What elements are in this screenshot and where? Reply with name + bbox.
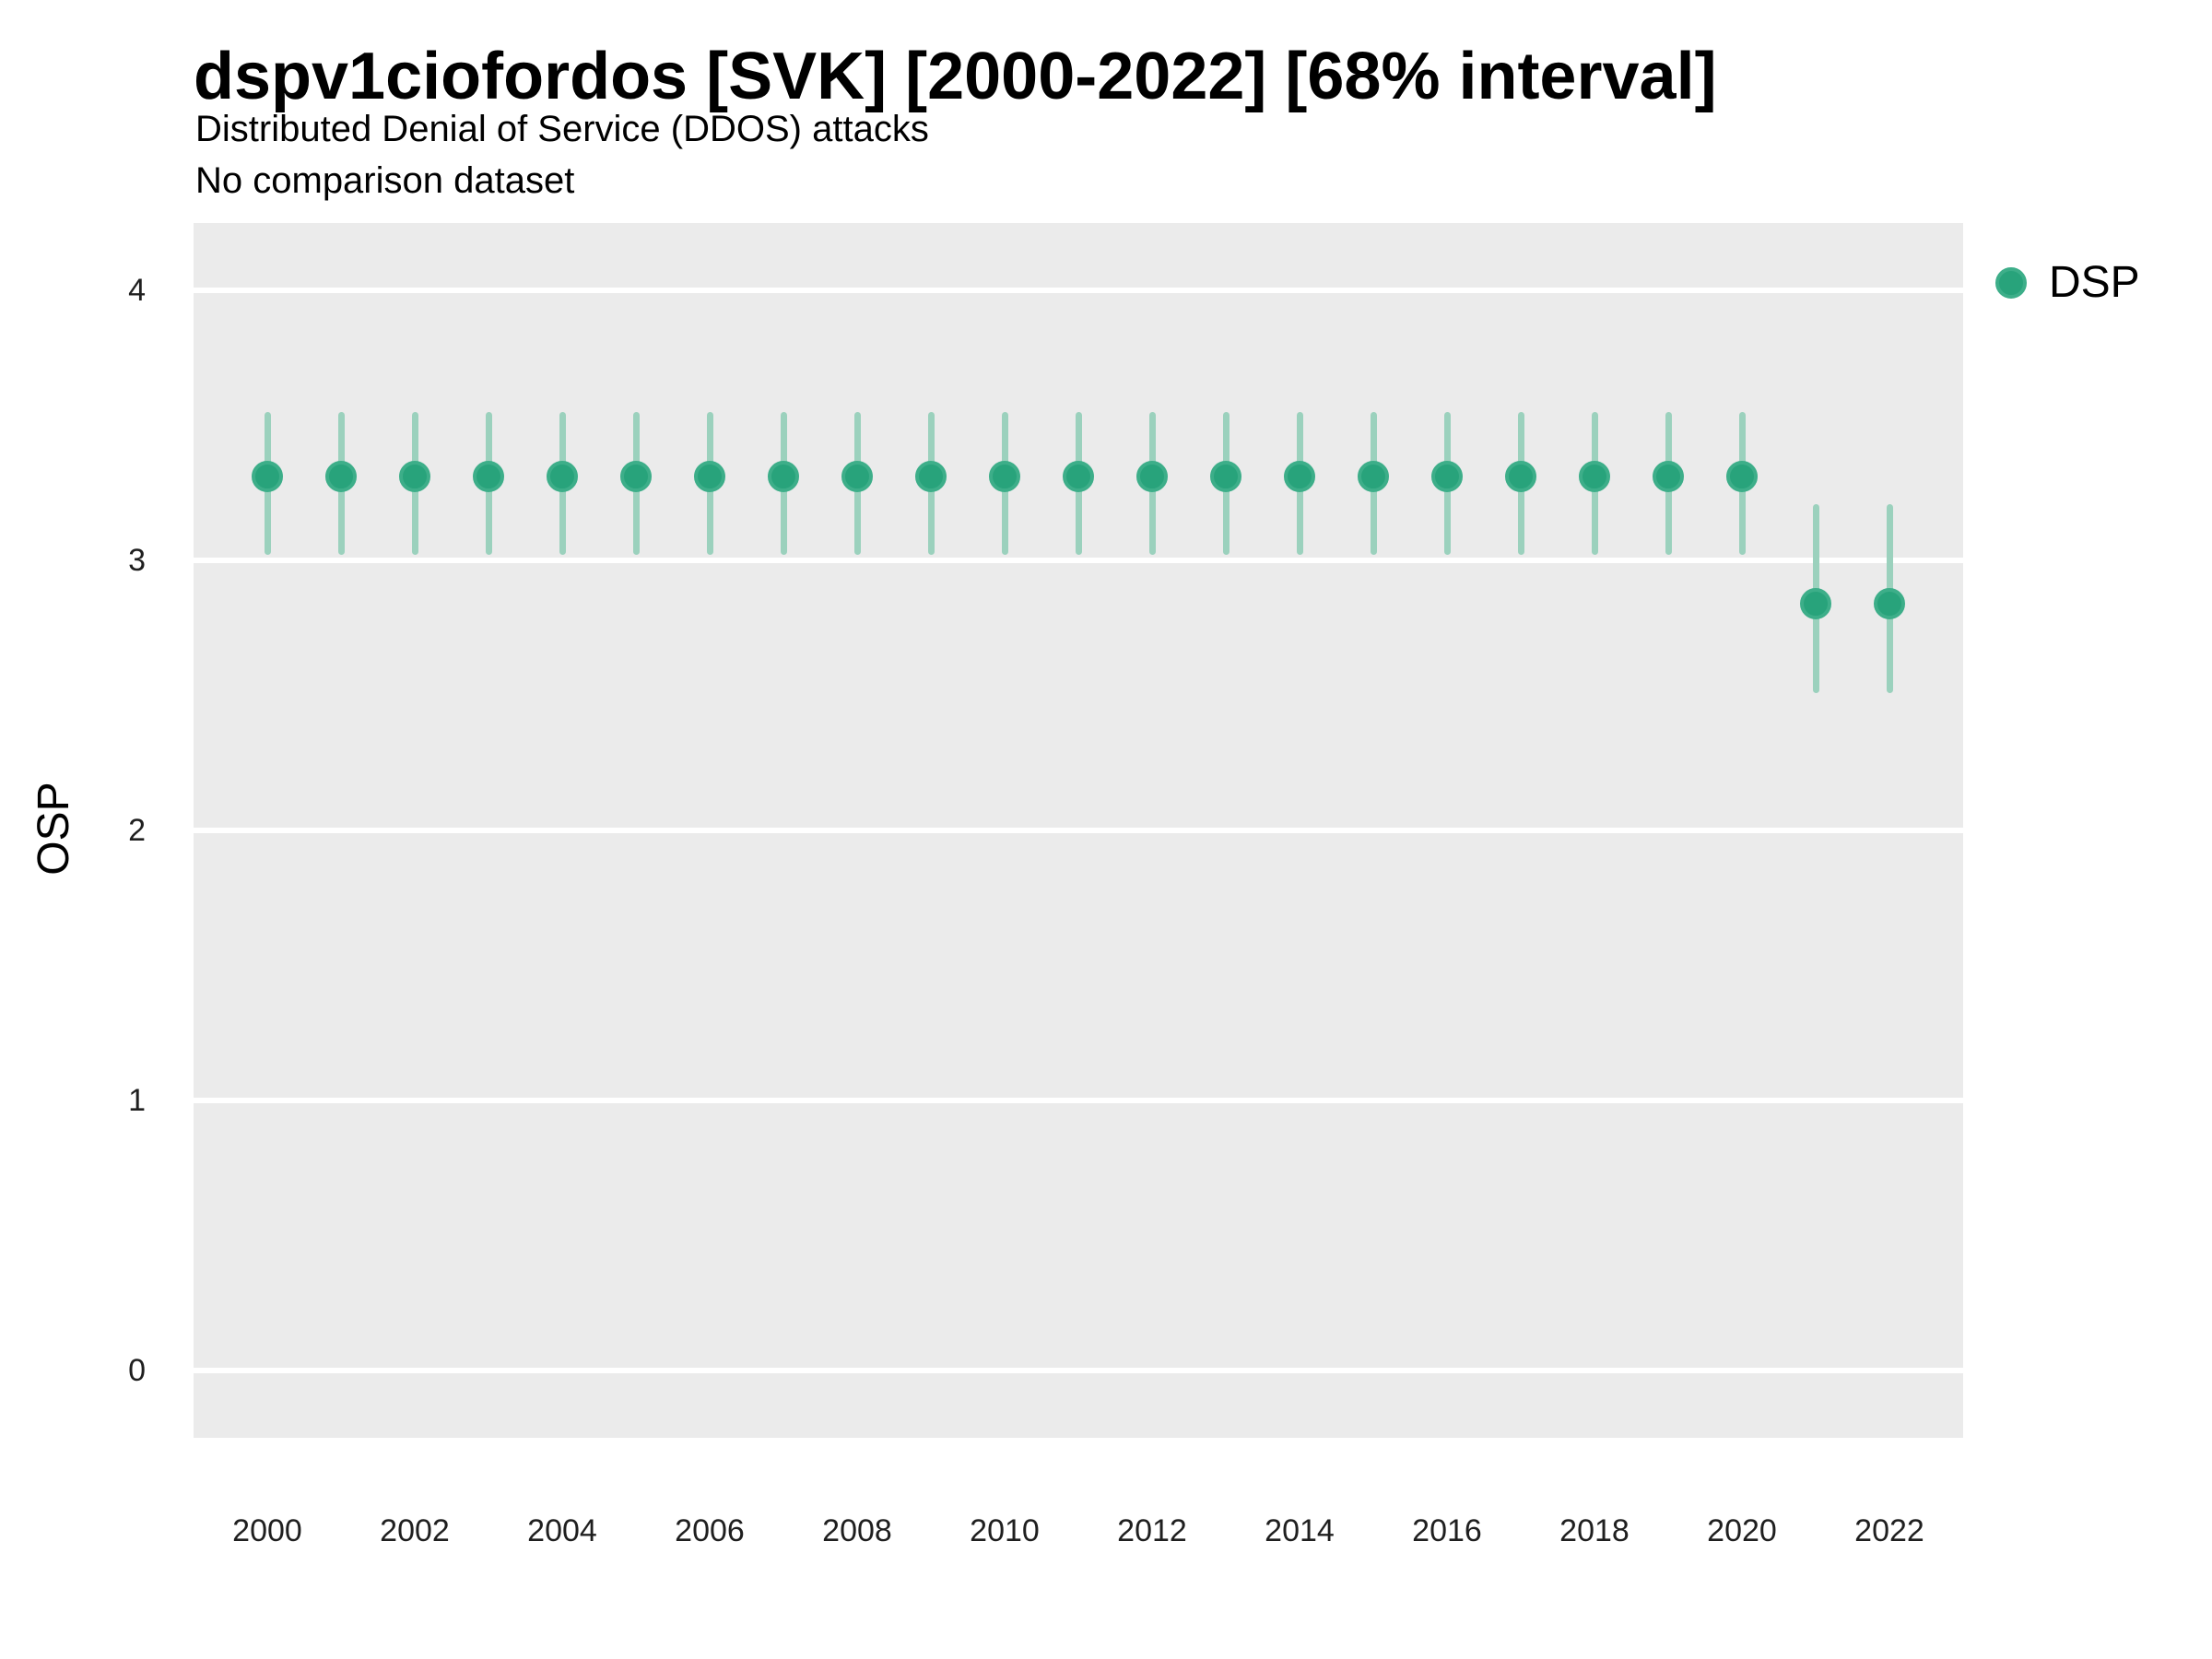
data-point-2002 xyxy=(399,461,430,493)
x-tick-label-2000: 2000 xyxy=(232,1513,302,1548)
data-point-2010 xyxy=(989,461,1020,493)
data-point-2000 xyxy=(252,461,283,493)
data-point-2001 xyxy=(325,461,357,493)
x-tick-label-2018: 2018 xyxy=(1559,1513,1630,1548)
data-point-2017 xyxy=(1505,461,1536,493)
data-point-2006 xyxy=(694,461,725,493)
gridline-y-4 xyxy=(194,288,1963,294)
plot-area xyxy=(194,223,1963,1438)
x-tick-label-2020: 2020 xyxy=(1707,1513,1777,1548)
x-tick-label-2022: 2022 xyxy=(1854,1513,1924,1548)
x-tick-label-2012: 2012 xyxy=(1117,1513,1187,1548)
legend: DSP xyxy=(1995,261,2140,305)
chart-title: dspv1ciofordos [SVK] [2000-2022] [68% in… xyxy=(194,40,1717,113)
data-point-2009 xyxy=(915,461,947,493)
data-point-2012 xyxy=(1136,461,1168,493)
y-tick-label-2: 2 xyxy=(128,813,146,848)
x-tick-label-2002: 2002 xyxy=(380,1513,450,1548)
x-tick-label-2006: 2006 xyxy=(675,1513,745,1548)
data-point-2004 xyxy=(547,461,578,493)
y-tick-label-4: 4 xyxy=(128,273,146,309)
data-point-2011 xyxy=(1063,461,1094,493)
data-point-2015 xyxy=(1358,461,1389,493)
data-point-2020 xyxy=(1726,461,1758,493)
data-point-2021 xyxy=(1800,587,1831,619)
y-tick-label-1: 1 xyxy=(128,1082,146,1118)
x-tick-label-2010: 2010 xyxy=(970,1513,1040,1548)
data-point-2003 xyxy=(473,461,504,493)
legend-circle-icon xyxy=(1995,267,2027,299)
data-point-2016 xyxy=(1431,461,1463,493)
gridline-y-0 xyxy=(194,1367,1963,1373)
x-tick-label-2016: 2016 xyxy=(1412,1513,1482,1548)
x-tick-label-2014: 2014 xyxy=(1265,1513,1335,1548)
gridline-y-1 xyxy=(194,1097,1963,1103)
y-tick-label-0: 0 xyxy=(128,1352,146,1388)
legend-item-label: DSP xyxy=(2049,258,2140,307)
data-point-2014 xyxy=(1284,461,1315,493)
data-point-2013 xyxy=(1210,461,1241,493)
data-point-2007 xyxy=(768,461,799,493)
x-tick-label-2004: 2004 xyxy=(527,1513,597,1548)
data-point-2005 xyxy=(620,461,652,493)
data-point-2019 xyxy=(1653,461,1684,493)
chart-comparison-note: No comparison dataset xyxy=(195,160,575,201)
data-point-2022 xyxy=(1874,587,1905,619)
data-point-2008 xyxy=(841,461,873,493)
y-axis-title: OSP xyxy=(29,782,78,876)
data-point-2018 xyxy=(1579,461,1610,493)
x-tick-label-2008: 2008 xyxy=(822,1513,892,1548)
gridline-y-2 xyxy=(194,828,1963,833)
chart-subtitle: Distributed Denial of Service (DDOS) att… xyxy=(195,109,929,149)
gridline-y-3 xyxy=(194,558,1963,564)
y-tick-label-3: 3 xyxy=(128,543,146,579)
